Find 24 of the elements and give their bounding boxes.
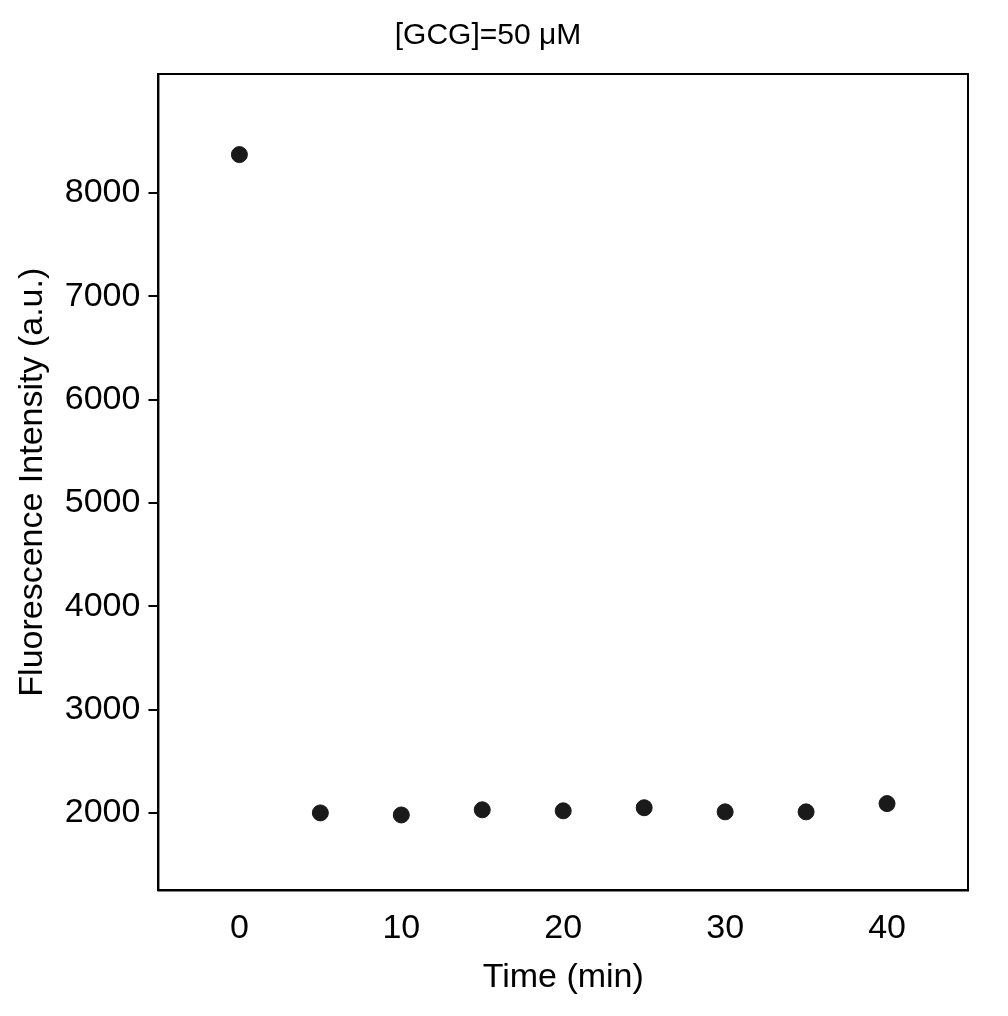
- y-axis-title: Fluorescence Intensity (a.u.): [10, 267, 49, 697]
- point: [716, 803, 734, 821]
- y-tick-label: 6000: [64, 377, 141, 416]
- chart-title: [GCG]=50 μM: [394, 17, 582, 51]
- x-axis-title: Time (min): [482, 955, 644, 994]
- point: [878, 795, 896, 813]
- y-tick-label: 7000: [64, 274, 141, 313]
- point: [230, 146, 248, 164]
- y-tick-label: 8000: [64, 171, 141, 210]
- y-tick-label: 3000: [64, 687, 141, 726]
- point: [797, 803, 815, 821]
- y-tick-label: 5000: [64, 481, 141, 520]
- point: [392, 806, 410, 824]
- point: [473, 801, 491, 819]
- y-tick-label: 4000: [64, 584, 141, 623]
- point: [311, 804, 329, 822]
- point: [635, 799, 653, 817]
- x-tick-label: 20: [544, 907, 583, 946]
- x-tick-label: 0: [229, 907, 249, 946]
- x-tick-label: 30: [706, 907, 745, 946]
- x-tick-label: 10: [382, 907, 421, 946]
- point: [554, 802, 572, 820]
- y-tick-label: 2000: [64, 791, 141, 830]
- x-tick-label: 40: [868, 907, 906, 946]
